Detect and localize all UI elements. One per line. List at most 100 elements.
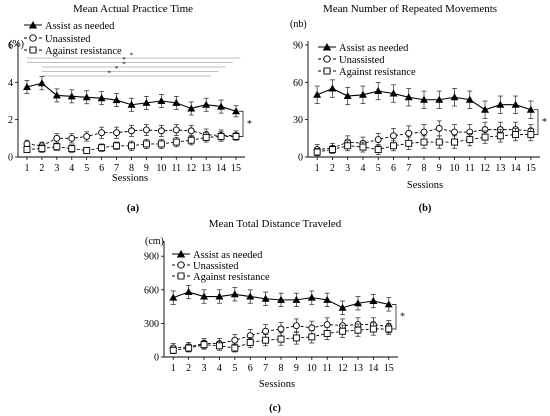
data-point-square [435,138,443,146]
legend-a-label-resistance: Against resistance [45,46,122,57]
x-tick-label: 7 [114,163,119,174]
chart-b-title: Mean Number of Repeated Movements [323,3,497,15]
data-point-triangle [526,105,535,113]
x-tick-label: 3 [202,363,207,374]
x-tick-label: 10 [450,163,460,174]
data-point-circle [308,324,316,332]
data-point-triangle [450,93,459,101]
x-tick-label: 8 [129,163,134,174]
data-point-square [374,146,382,153]
data-point-triangle [217,102,226,110]
y-tick-label: 60 [293,78,303,89]
x-tick-label: 5 [232,363,237,374]
x-tick-label: 6 [248,363,253,374]
data-point-square [527,131,535,139]
data-point-square [172,138,180,146]
data-point-triangle [435,95,444,103]
y-tick-label: 4 [8,78,13,89]
chart-b-legend: Assist as needed Unassisted Against resi… [318,43,416,78]
significance-star-right: * [400,312,405,323]
data-point-triangle [338,303,347,311]
data-point-circle [157,127,165,135]
legend-c-label-assist: Assist as needed [193,250,263,261]
data-point-square [68,145,76,153]
data-point-square [466,136,474,144]
x-tick-label: 12 [480,163,490,174]
data-point-square [142,140,150,148]
significance-star: * [122,61,126,69]
data-point-square [98,144,106,152]
data-point-triangle [246,292,255,300]
data-point-triangle [230,290,239,298]
x-tick-label: 2 [39,163,44,174]
data-point-square [354,326,362,334]
data-point-square [262,336,270,344]
data-point-triangle [112,96,121,104]
chart-c-title: Mean Total Distance Traveled [209,218,342,230]
x-tick-label: 9 [294,363,299,374]
significance-star: * [130,52,134,60]
legend-b-label-assist: Assist as needed [339,43,409,54]
legend-c-label-resistance: Against resistance [193,272,270,283]
data-point-triangle [67,92,76,100]
x-tick-label: 4 [217,363,222,374]
chart-a-title: Mean Actual Practice Time [73,3,193,15]
legend-b-marker-assist [322,43,332,51]
x-tick-label: 11 [465,163,475,174]
x-tick-label: 5 [84,163,89,174]
chart-c-legend: Assist as needed Unassisted Against resi… [172,250,270,283]
data-point-triangle [328,84,337,92]
x-tick-label: 3 [54,163,59,174]
data-point-circle [231,336,239,344]
data-point-square [113,142,121,150]
legend-a-marker-assist [28,21,38,29]
legend-c-marker-resistance [177,272,185,280]
data-point-triangle [323,295,332,303]
x-tick-label: 1 [24,163,29,174]
data-point-triangle [313,90,322,98]
series-line [317,134,531,153]
legend-a-marker-unassisted [29,34,37,42]
chart-a-legend: Assist as needed Unassisted Against resi… [24,21,122,57]
data-point-square [217,133,225,140]
data-point-circle [98,129,106,137]
x-tick-label: 1 [171,363,176,374]
data-point-square [83,147,91,154]
chart-b-panel-label: (b) [419,203,432,214]
data-point-square [313,148,321,156]
data-point-circle [405,129,413,137]
data-point-circle [435,124,443,132]
x-tick-label: 10 [156,163,166,174]
x-tick-label: 11 [322,363,332,374]
data-point-triangle [202,100,211,108]
data-point-triangle [200,292,209,300]
data-point-triangle [52,91,61,99]
x-tick-label: 13 [201,163,211,174]
data-point-triangle [37,79,46,87]
x-tick-label: 4 [69,163,74,174]
data-point-square [200,341,208,349]
significance-star: * [107,70,111,78]
data-point-circle [128,127,135,135]
data-point-square [202,133,210,141]
data-point-square [292,334,300,342]
x-tick-label: 6 [391,163,396,174]
x-tick-label: 8 [422,163,427,174]
legend-b-marker-resistance [323,67,331,75]
data-point-triangle [292,295,301,303]
x-tick-label: 14 [216,163,226,174]
data-point-circle [23,140,31,148]
significance-star-right: * [247,119,252,130]
data-point-square [405,139,413,147]
x-tick-label: 9 [144,163,149,174]
series-line [317,127,531,150]
panel-c: Mean Total Distance Traveled (cm) 0 300 60… [144,218,405,414]
chart-b-ylabel: (nb) [290,19,307,30]
data-point-triangle [374,87,383,95]
data-point-square [215,342,223,350]
data-point-triangle [22,83,31,90]
data-point-square [157,140,165,148]
data-point-square [277,335,285,343]
chart-a-xlabel: Sessions [112,173,148,184]
